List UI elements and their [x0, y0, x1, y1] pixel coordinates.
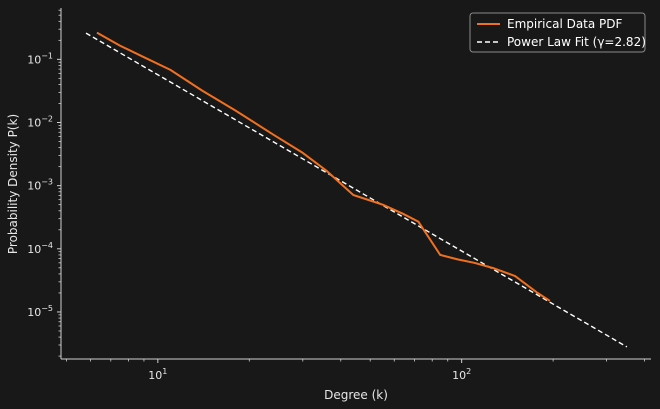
y-tick-label-base: 10 [27, 180, 41, 193]
y-tick-label-exponent: −4 [41, 241, 53, 250]
legend-box [469, 12, 646, 53]
y-tick-label-base: 10 [27, 53, 41, 66]
y-tick-label: 10−1 [27, 51, 53, 66]
legend-label: Empirical Data PDF [507, 17, 623, 31]
y-axis-label: Probability Density P(k) [6, 114, 20, 254]
axes [60, 8, 651, 360]
y-tick-label-exponent: −2 [41, 114, 53, 123]
y-tick-label-base: 10 [27, 116, 41, 129]
y-tick-label-exponent: −5 [41, 304, 53, 313]
legend: Empirical Data PDF Power Law Fit (γ=2.82) [469, 12, 646, 53]
x-tick-label-base: 10 [148, 369, 162, 382]
y-ticks: 10−110−210−310−410−5 [27, 9, 61, 357]
series-layer [85, 31, 628, 348]
x-ticks: 101 102 [65, 359, 645, 382]
y-tick-label-base: 10 [27, 306, 41, 319]
y-tick-label: 10−4 [27, 241, 53, 256]
y-tick-label-exponent: −3 [41, 178, 53, 187]
y-tick-label: 10−5 [27, 304, 53, 319]
x-tick-label-exponent: 2 [466, 367, 471, 376]
y-tick-label: 10−3 [27, 178, 53, 193]
x-axis-label: Degree (k) [324, 388, 388, 402]
x-tick-label: 101 [148, 367, 167, 382]
empirical-pdf-line [96, 31, 551, 302]
power-law-fit-line [85, 32, 628, 348]
x-tick-label: 102 [452, 367, 471, 382]
y-tick-label: 10−2 [27, 114, 53, 129]
x-tick-label-base: 10 [452, 369, 466, 382]
y-tick-label-exponent: −1 [41, 51, 53, 60]
legend-label: Power Law Fit (γ=2.82) [507, 35, 646, 49]
y-tick-label-base: 10 [27, 243, 41, 256]
x-tick-label-exponent: 1 [162, 367, 167, 376]
